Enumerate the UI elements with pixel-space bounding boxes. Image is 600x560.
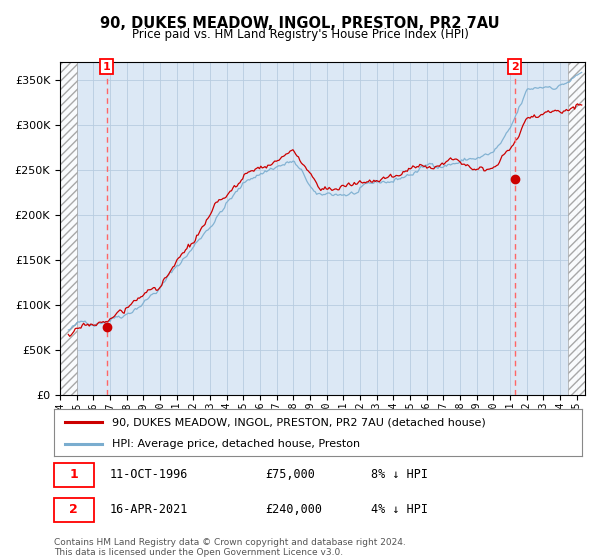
Text: 8% ↓ HPI: 8% ↓ HPI [371,468,428,481]
Text: Price paid vs. HM Land Registry's House Price Index (HPI): Price paid vs. HM Land Registry's House … [131,28,469,41]
Text: 11-OCT-1996: 11-OCT-1996 [109,468,188,481]
Text: HPI: Average price, detached house, Preston: HPI: Average price, detached house, Pres… [112,439,360,449]
Text: £240,000: £240,000 [265,503,322,516]
Text: £75,000: £75,000 [265,468,315,481]
Text: 4% ↓ HPI: 4% ↓ HPI [371,503,428,516]
Text: 90, DUKES MEADOW, INGOL, PRESTON, PR2 7AU (detached house): 90, DUKES MEADOW, INGOL, PRESTON, PR2 7A… [112,417,486,427]
FancyBboxPatch shape [54,498,94,521]
Text: 1: 1 [70,468,78,481]
Text: 16-APR-2021: 16-APR-2021 [109,503,188,516]
Text: 90, DUKES MEADOW, INGOL, PRESTON, PR2 7AU: 90, DUKES MEADOW, INGOL, PRESTON, PR2 7A… [100,16,500,31]
Text: 2: 2 [70,503,78,516]
FancyBboxPatch shape [54,463,94,487]
Text: 1: 1 [103,62,110,72]
Text: Contains HM Land Registry data © Crown copyright and database right 2024.
This d: Contains HM Land Registry data © Crown c… [54,538,406,557]
Text: 2: 2 [511,62,519,72]
